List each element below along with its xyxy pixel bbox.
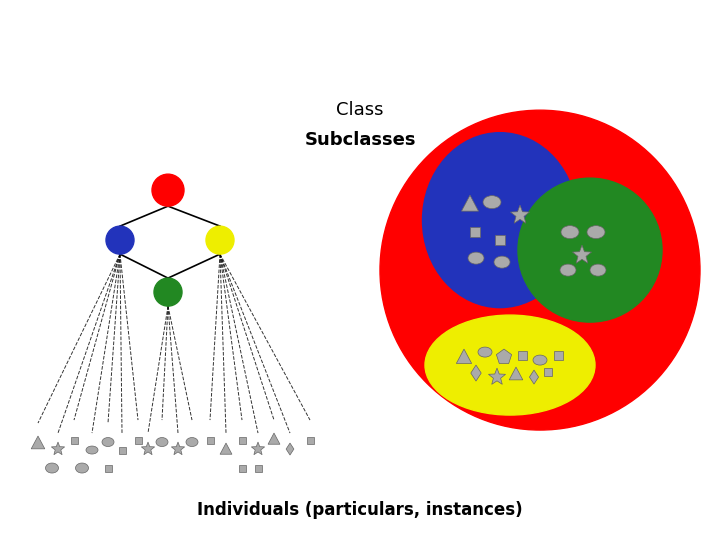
Ellipse shape [560, 264, 576, 276]
Ellipse shape [45, 463, 58, 473]
Polygon shape [251, 442, 265, 455]
Circle shape [152, 174, 184, 206]
Bar [254, 464, 261, 471]
Bar [104, 464, 112, 471]
Polygon shape [496, 349, 512, 363]
Polygon shape [31, 436, 45, 449]
Bar [495, 235, 505, 245]
Ellipse shape [533, 355, 547, 365]
Ellipse shape [483, 195, 501, 208]
Ellipse shape [156, 437, 168, 447]
Ellipse shape [86, 446, 98, 454]
Polygon shape [529, 370, 539, 384]
Bar [238, 436, 246, 443]
Polygon shape [51, 442, 65, 455]
Bar [207, 436, 214, 443]
Bar [554, 350, 562, 360]
Bar [238, 464, 246, 471]
Polygon shape [488, 368, 505, 384]
Text: Subclasses: Subclasses [305, 131, 415, 149]
Ellipse shape [425, 315, 595, 415]
Circle shape [518, 178, 662, 322]
Polygon shape [220, 443, 232, 454]
Circle shape [106, 226, 134, 254]
Polygon shape [268, 433, 280, 444]
Polygon shape [462, 195, 479, 211]
Ellipse shape [468, 252, 484, 264]
Polygon shape [471, 365, 481, 381]
Bar [71, 436, 78, 443]
Ellipse shape [423, 133, 577, 308]
Circle shape [206, 226, 234, 254]
Ellipse shape [587, 226, 605, 239]
Ellipse shape [590, 264, 606, 276]
Bar [544, 368, 552, 376]
Polygon shape [572, 245, 592, 263]
Text: Taxonomy building principles: Taxonomy building principles [11, 29, 378, 49]
Ellipse shape [494, 256, 510, 268]
Text: Individuals (particulars, instances): Individuals (particulars, instances) [197, 501, 523, 519]
Polygon shape [171, 442, 184, 455]
Ellipse shape [561, 226, 579, 239]
Ellipse shape [186, 437, 198, 447]
Bar [518, 350, 526, 360]
Ellipse shape [478, 347, 492, 357]
Bar [470, 227, 480, 237]
Polygon shape [510, 205, 529, 223]
Circle shape [380, 110, 700, 430]
Text: Class: Class [336, 101, 384, 119]
Ellipse shape [102, 437, 114, 447]
Ellipse shape [76, 463, 89, 473]
Bar [119, 447, 125, 454]
Polygon shape [141, 442, 155, 455]
Bar [307, 436, 313, 443]
Polygon shape [286, 443, 294, 455]
Bar [135, 436, 142, 443]
Polygon shape [456, 349, 472, 363]
Circle shape [154, 278, 182, 306]
Polygon shape [509, 367, 523, 380]
